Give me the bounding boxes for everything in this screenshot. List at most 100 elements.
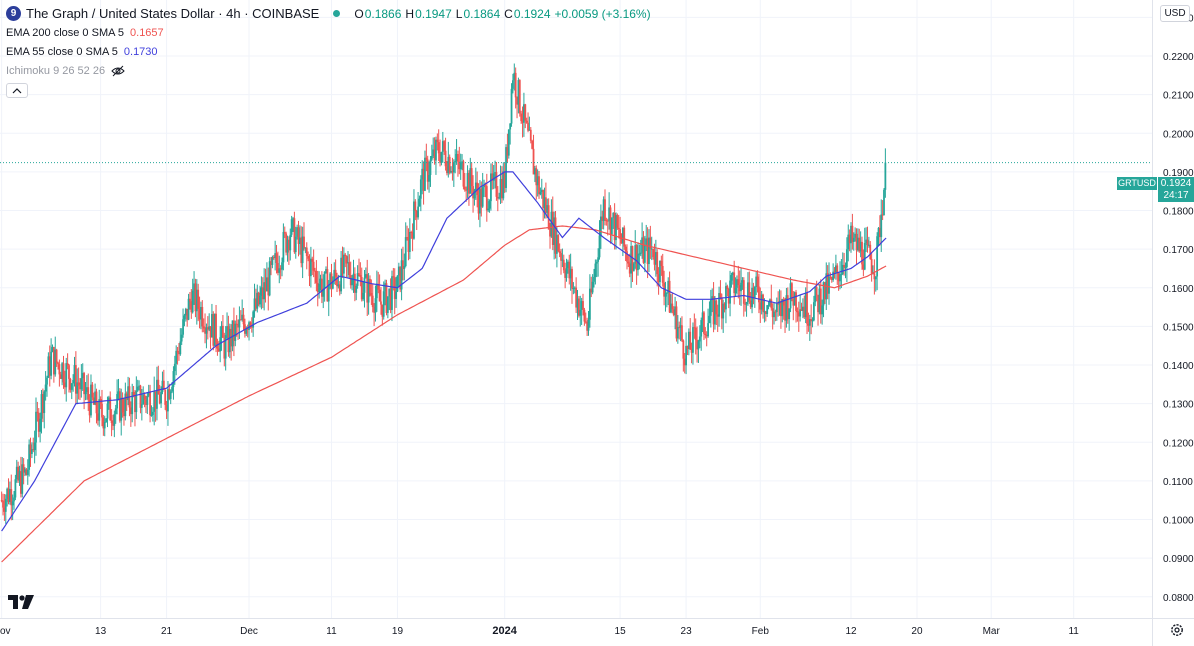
candle: [708, 301, 711, 324]
candle: [814, 286, 817, 307]
candle: [769, 298, 771, 307]
candle: [198, 296, 201, 329]
candle: [840, 258, 843, 289]
candle: [363, 270, 366, 308]
candle: [349, 261, 352, 289]
candle: [870, 252, 873, 282]
candle: [678, 321, 681, 340]
candle: [697, 339, 700, 363]
candle: [649, 225, 652, 259]
candle: [120, 388, 123, 436]
candle: [811, 317, 814, 328]
candle: [68, 363, 70, 393]
candle: [501, 166, 503, 204]
candle: [597, 248, 600, 277]
candle: [802, 298, 804, 319]
candle: [517, 77, 520, 114]
candle: [282, 223, 285, 271]
candle: [241, 299, 244, 322]
candle: [371, 284, 374, 313]
candle: [682, 339, 685, 372]
candle: [303, 222, 305, 251]
ema200-legend[interactable]: EMA 200 close 0 SMA 5 0.1657: [6, 23, 651, 42]
candle: [468, 170, 470, 206]
symbol-title[interactable]: The Graph / United States Dollar · 4h · …: [26, 5, 320, 21]
time-axis[interactable]: Nov 13 21 Dec 11 19 2024 15 23 Feb 12 20 Mar 11: [0, 625, 1079, 637]
candle: [628, 253, 631, 278]
price-tick-label: 0.1100: [1163, 477, 1193, 488]
last-price-value: 0.1924: [1160, 178, 1192, 189]
candle: [73, 356, 76, 387]
candle: [249, 321, 252, 329]
candle: [874, 276, 877, 292]
currency-button[interactable]: USD: [1160, 5, 1190, 22]
candle: [191, 278, 194, 314]
candle: [116, 379, 118, 415]
candle: [877, 227, 880, 247]
candle: [103, 415, 106, 437]
candle: [380, 287, 382, 315]
candle: [817, 294, 819, 326]
ema200-value: 0.1657: [130, 26, 164, 39]
candle: [545, 182, 547, 219]
open-key: O: [354, 6, 364, 21]
low-key: L: [455, 6, 463, 21]
candle: [740, 268, 742, 306]
candle: [66, 353, 69, 370]
candle: [378, 274, 381, 302]
candle: [534, 165, 536, 183]
hidden-eye-icon[interactable]: [111, 65, 125, 77]
market-status-icon[interactable]: [333, 10, 341, 17]
candle: [80, 364, 83, 398]
candle: [451, 157, 454, 181]
candle: [867, 236, 870, 248]
price-axis[interactable]: 0.23000.22000.21000.20000.19000.18000.17…: [1163, 13, 1194, 603]
time-tick-label: 11: [1068, 626, 1079, 637]
time-tick-label: 12: [845, 626, 857, 637]
ichimoku-legend[interactable]: Ichimoku 9 26 52 26: [6, 61, 651, 80]
candle: [259, 285, 261, 308]
candle: [208, 313, 211, 332]
candle: [322, 274, 325, 309]
candle: [674, 296, 676, 330]
candle: [852, 232, 855, 251]
candle: [283, 226, 286, 239]
candle: [28, 439, 31, 477]
settings-gear-icon[interactable]: [1170, 623, 1184, 642]
candle: [833, 267, 836, 279]
tradingview-logo-icon[interactable]: [8, 595, 34, 614]
candle: [653, 243, 656, 271]
collapse-legend-button[interactable]: [6, 83, 28, 98]
ema55-legend[interactable]: EMA 55 close 0 SMA 5 0.1730: [6, 42, 651, 61]
candle: [701, 299, 704, 333]
candle: [25, 467, 28, 476]
candle: [309, 246, 312, 288]
candle: [661, 253, 664, 287]
candle: [676, 315, 679, 344]
candle: [384, 279, 386, 306]
candle: [584, 312, 587, 324]
candle: [774, 309, 777, 322]
symbol-row: 9 The Graph / United States Dollar · 4h …: [6, 4, 651, 23]
price-tick-label: 0.0800: [1163, 593, 1194, 604]
candle: [698, 325, 701, 349]
candle: [496, 186, 499, 212]
candle: [777, 291, 780, 317]
candle: [257, 291, 260, 307]
candle: [395, 276, 397, 308]
candle: [484, 182, 487, 198]
candle: [345, 255, 348, 278]
candle: [209, 326, 212, 350]
candle: [373, 303, 376, 327]
candle: [560, 249, 562, 275]
candle: [206, 316, 209, 340]
candle: [498, 192, 501, 200]
candle: [353, 267, 356, 302]
candle: [744, 298, 747, 312]
candle: [352, 259, 355, 293]
candle: [127, 376, 129, 406]
candle: [700, 317, 703, 351]
open-value: 0.1866: [364, 6, 402, 21]
candle: [388, 288, 391, 311]
